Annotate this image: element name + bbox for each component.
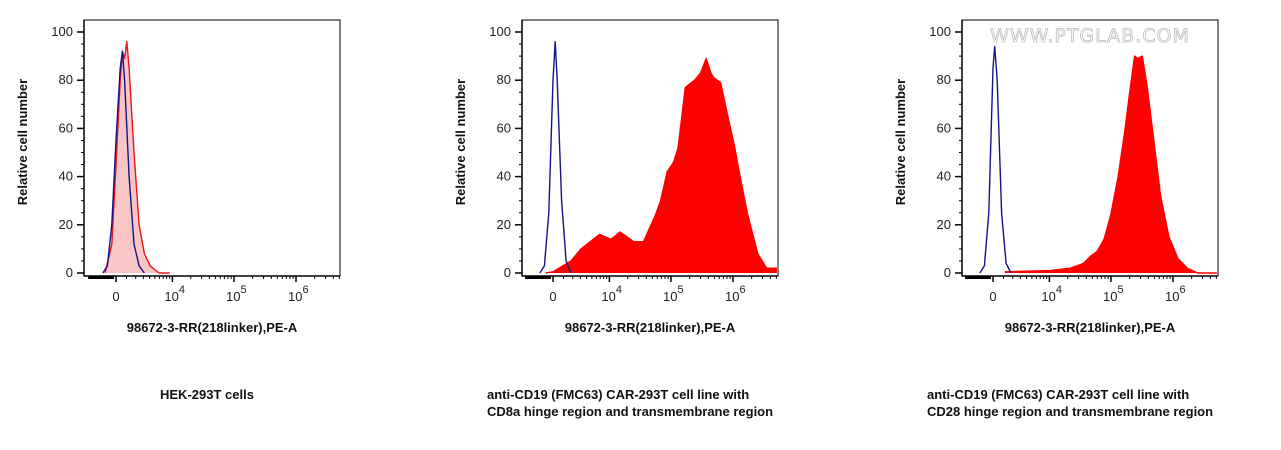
histogram-line-1 — [545, 57, 777, 274]
plot-frame — [961, 19, 1219, 277]
x-axis-title: 98672-3-RR(218linker),PE-A — [127, 320, 298, 335]
y-tick-label: 20 — [497, 217, 511, 232]
y-tick-label: 100 — [51, 24, 73, 39]
histogram-line-2 — [102, 50, 145, 274]
histogram-line-1 — [104, 40, 170, 274]
tick-base: 10 — [663, 289, 677, 304]
histogram-line-2 — [539, 40, 572, 274]
panel-3-caption: anti-CD19 (FMC63) CAR-293T cell line wit… — [927, 386, 1213, 420]
tick-exponent: 6 — [302, 284, 308, 296]
tick-exponent: 4 — [616, 284, 622, 296]
y-axis-title: Relative cell number — [15, 79, 30, 205]
y-tick-label: 40 — [937, 169, 951, 184]
x-axis-title: 98672-3-RR(218linker),PE-A — [1005, 320, 1176, 335]
y-tick-label: 0 — [504, 265, 511, 280]
y-tick-label: 80 — [497, 72, 511, 87]
x-tick-label: 105 — [226, 284, 247, 304]
x-tick-label: 104 — [164, 284, 185, 304]
y-tick-label: 20 — [59, 217, 73, 232]
x-dense-ticks — [965, 276, 991, 279]
x-tick-label: 106 — [725, 284, 746, 304]
panel-2-caption: anti-CD19 (FMC63) CAR-293T cell line wit… — [487, 386, 773, 420]
tick-exponent: 6 — [739, 284, 745, 296]
x-tick-label: 104 — [1041, 284, 1062, 304]
panel-2-caption-line-1: anti-CD19 (FMC63) CAR-293T cell line wit… — [487, 387, 750, 402]
tick-base: 10 — [226, 289, 240, 304]
x-dense-ticks — [88, 276, 114, 279]
x-tick-label: 105 — [663, 284, 684, 304]
panel-1-caption: HEK-293T cells — [160, 386, 254, 403]
histogram-line-2 — [979, 45, 1012, 274]
x-axis-title: 98672-3-RR(218linker),PE-A — [565, 320, 736, 335]
histogram-fill-1 — [1004, 56, 1217, 273]
watermark-logo: WWW.PTGLAB.COM — [990, 25, 1190, 47]
tick-base: 10 — [601, 289, 615, 304]
tick-base: 10 — [1165, 289, 1179, 304]
tick-exponent: 4 — [1056, 284, 1062, 296]
x-tick-label: 0 — [549, 289, 556, 304]
y-tick-label: 40 — [59, 169, 73, 184]
x-tick-label: 105 — [1103, 284, 1124, 304]
y-tick-label: 40 — [497, 169, 511, 184]
x-tick-label: 106 — [1165, 284, 1186, 304]
tick-exponent: 4 — [179, 284, 185, 296]
x-tick-label: 0 — [112, 289, 119, 304]
y-tick-label: 80 — [59, 72, 73, 87]
tick-base: 10 — [1103, 289, 1117, 304]
x-tick-label: 106 — [288, 284, 309, 304]
x-tick-label: 0 — [989, 289, 996, 304]
panel-3-caption-line-2: CD28 hinge region and transmembrane regi… — [927, 404, 1214, 419]
tick-exponent: 5 — [240, 284, 246, 296]
y-tick-label: 80 — [937, 72, 951, 87]
panel-3-caption-line-1: anti-CD19 (FMC63) CAR-293T cell line wit… — [927, 387, 1190, 402]
y-axis-title: Relative cell number — [453, 79, 468, 205]
tick-base: 10 — [288, 289, 302, 304]
histogram-line-1 — [1004, 55, 1217, 274]
tick-base: 10 — [725, 289, 739, 304]
panel-1-caption-line-1: HEK-293T cells — [160, 387, 254, 402]
histogram-fill-1 — [105, 41, 170, 273]
panel-2-caption-line-2: CD8a hinge region and transmembrane regi… — [487, 404, 774, 419]
y-tick-label: 20 — [937, 217, 951, 232]
y-tick-label: 100 — [489, 24, 511, 39]
x-dense-ticks — [525, 276, 551, 279]
tick-base: 10 — [164, 289, 178, 304]
y-tick-label: 60 — [937, 120, 951, 135]
histogram-fill-1 — [545, 58, 777, 273]
y-tick-label: 100 — [929, 24, 951, 39]
tick-base: 10 — [1041, 289, 1055, 304]
y-tick-label: 0 — [66, 265, 73, 280]
y-tick-label: 60 — [59, 120, 73, 135]
y-tick-label: 0 — [944, 265, 951, 280]
y-tick-label: 60 — [497, 120, 511, 135]
tick-exponent: 5 — [1117, 284, 1123, 296]
y-axis-title: Relative cell number — [893, 79, 908, 205]
x-tick-label: 104 — [601, 284, 622, 304]
tick-exponent: 6 — [1179, 284, 1185, 296]
tick-exponent: 5 — [677, 284, 683, 296]
